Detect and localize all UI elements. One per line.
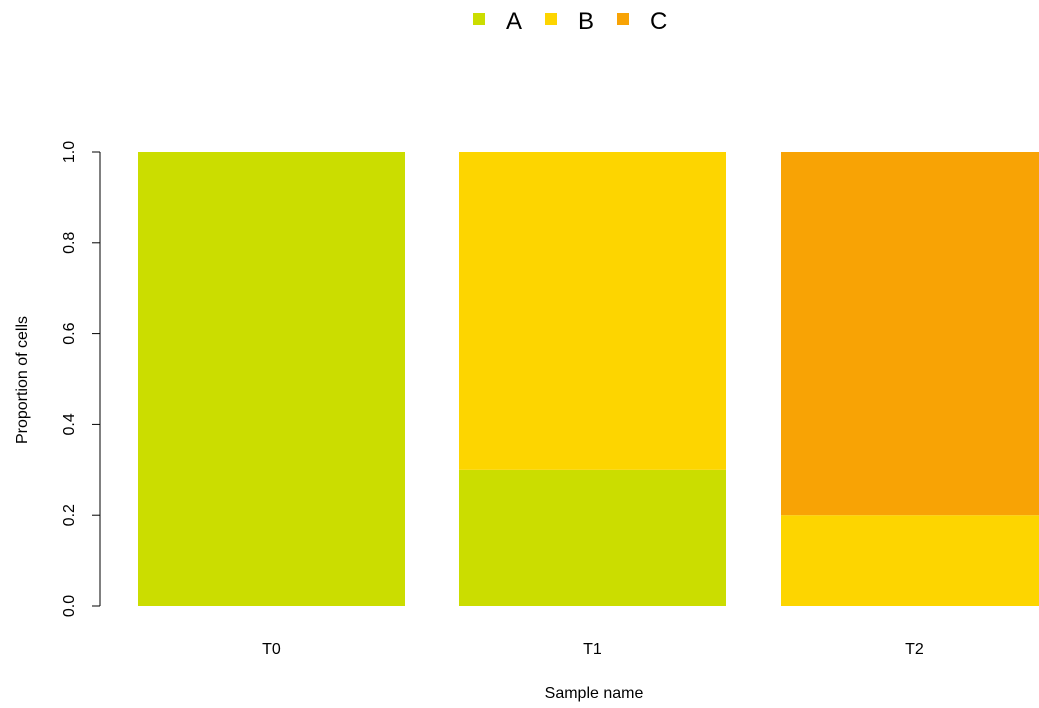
y-tick-label: 0.6 [61, 322, 78, 344]
bar-T2-C [781, 152, 1039, 516]
legend-swatch-A [473, 13, 485, 25]
legend-label-C: C [650, 8, 667, 35]
legend-label-A: A [506, 8, 522, 35]
legend-label-B: B [578, 8, 594, 35]
legend: A B C [473, 8, 667, 35]
bar-T1-B [459, 152, 726, 470]
x-tick-label: T1 [583, 641, 602, 658]
x-axis-ticks: T0 T1 T2 [262, 641, 924, 658]
x-tick-label: T0 [262, 641, 281, 658]
y-axis: 0.0 0.2 0.4 0.6 0.8 1.0 [61, 141, 101, 617]
y-axis-title: Proportion of cells [14, 316, 31, 444]
bars [138, 152, 1039, 606]
bar-T2-B [781, 515, 1039, 606]
y-tick-label: 1.0 [61, 141, 78, 163]
y-tick-label: 0.0 [61, 595, 78, 617]
y-tick-label: 0.2 [61, 504, 78, 526]
y-tick-label: 0.4 [61, 413, 78, 435]
x-tick-label: T2 [905, 641, 924, 658]
y-tick-label: 0.8 [61, 232, 78, 254]
bar-T1-A [459, 469, 726, 606]
bar-T0-A [138, 152, 405, 606]
legend-swatch-B [545, 13, 557, 25]
legend-swatch-C [617, 13, 629, 25]
x-axis-title: Sample name [545, 685, 644, 702]
